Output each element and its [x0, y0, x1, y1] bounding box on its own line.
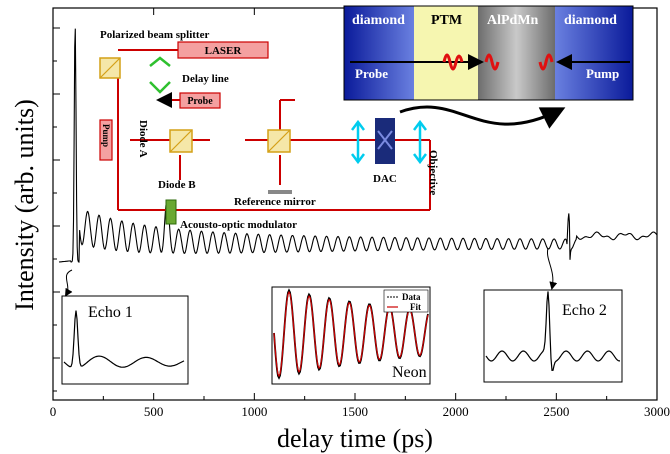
laser-label: LASER [205, 45, 243, 57]
cell-alpdmn: AlPdMn [487, 13, 539, 28]
x-tick-label-4: 2000 [443, 404, 469, 419]
x-tick-label-1: 500 [144, 404, 164, 419]
x-axis-title: delay time (ps) [277, 424, 433, 453]
inset-neon-label: Neon [392, 364, 427, 381]
delay-line-label: Delay line [182, 73, 229, 85]
beam-splitter-3 [267, 129, 291, 153]
setup-diagram: LASER Probe Pump Polarized beam splitter… [99, 29, 439, 231]
x-tick-label-5: 2500 [543, 404, 569, 419]
x-tick-label-0: 0 [50, 404, 57, 419]
inset-echo1-label: Echo 1 [88, 304, 133, 321]
cell-connector-arrow [399, 105, 566, 129]
inset-echo2-pointer [546, 247, 558, 290]
probe-box [179, 92, 221, 109]
aom-label: Acousto-optic modulator [180, 219, 297, 231]
main-trace [58, 28, 658, 263]
pulse-3 [538, 53, 554, 71]
lens-arrows [351, 119, 427, 165]
inset-neon: Data Fit Neon [271, 286, 431, 385]
cell-diagram: diamond PTM AlPdMn diamond Probe Pump [343, 5, 634, 129]
delay-line-mirrors [149, 56, 171, 94]
ref-mirror-label: Reference mirror [234, 196, 316, 208]
laser-box [177, 41, 269, 59]
inset-echo1: Echo 1 [61, 295, 189, 385]
pump-box [99, 119, 113, 161]
pulse-2 [484, 53, 500, 71]
inset-echo2-trace [485, 291, 620, 372]
inset-echo2: Echo 2 [483, 289, 623, 383]
probe-box-label: Probe [187, 96, 213, 107]
reference-mirror [268, 190, 292, 194]
inset-echo1-trace [63, 310, 185, 368]
neon-legend-fit: Fit [410, 302, 421, 312]
inset-echo1-pointer [64, 269, 73, 297]
cell-diamond-left: diamond [352, 13, 405, 28]
beam-splitter-2 [169, 129, 193, 153]
y-axis-title: Intensity (arb. units) [10, 99, 39, 311]
beam-splitter-1 [99, 57, 121, 79]
pump-box-label: Pump [101, 124, 111, 147]
objective-label: Objective [427, 150, 439, 195]
cell-pump: Pump [586, 66, 619, 81]
pbs-label: Polarized beam splitter [100, 29, 209, 41]
inset-echo2-label: Echo 2 [562, 302, 607, 319]
cell-diamond-right: diamond [564, 13, 617, 28]
neon-legend-data: Data [402, 292, 421, 302]
dac-label: DAC [373, 173, 397, 185]
x-tick-label-2: 1000 [241, 404, 267, 419]
dac-cell [375, 118, 395, 164]
x-tick-label-3: 1500 [342, 404, 368, 419]
inset-neon-fit [273, 290, 429, 378]
cell-ptm: PTM [431, 13, 462, 28]
aom-box [165, 199, 177, 225]
diode-b-label: Diode B [158, 179, 196, 191]
x-tick-label-6: 3000 [644, 404, 670, 419]
diode-a-label: Diode A [137, 120, 149, 158]
pulse-1 [442, 53, 464, 71]
cell-probe: Probe [355, 66, 388, 81]
